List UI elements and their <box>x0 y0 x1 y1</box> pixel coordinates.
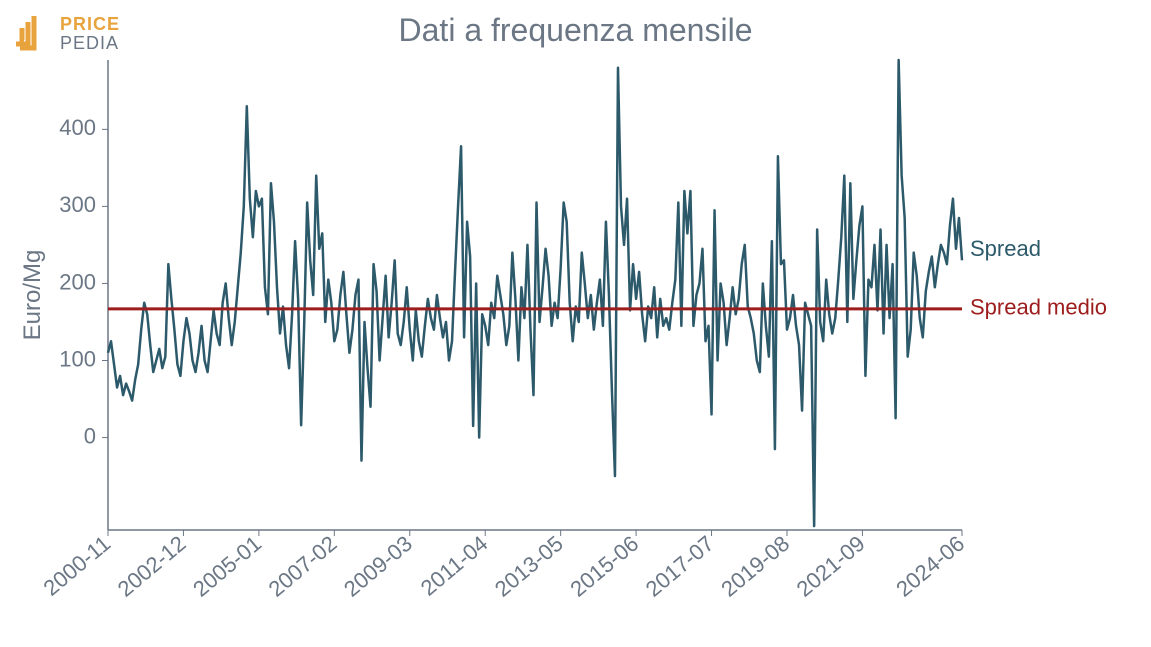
svg-text:2000-11: 2000-11 <box>39 531 116 601</box>
svg-text:2019-08: 2019-08 <box>716 531 794 602</box>
svg-text:2002-12: 2002-12 <box>113 531 191 602</box>
line-chart: 0 100 200 300 400 Euro/Mg 2000-112002-122005-0… <box>0 0 1151 647</box>
svg-text:300: 300 <box>59 192 96 217</box>
svg-text:2009-03: 2009-03 <box>339 531 417 602</box>
svg-text:2007-02: 2007-02 <box>264 531 342 602</box>
chart-container: PRICE PEDIA Dati a frequenza mensile 010… <box>0 0 1151 647</box>
svg-text:2015-06: 2015-06 <box>565 531 643 602</box>
svg-text:2021-09: 2021-09 <box>792 531 870 602</box>
svg-text:400: 400 <box>59 115 96 140</box>
svg-text:200: 200 <box>59 269 96 294</box>
svg-text:0: 0 <box>84 423 96 448</box>
svg-text:2011-04: 2011-04 <box>416 531 493 601</box>
svg-text:2017-07: 2017-07 <box>641 531 719 602</box>
svg-text:100: 100 <box>59 346 96 371</box>
svg-text:Euro/Mg: Euro/Mg <box>19 250 46 341</box>
svg-text:2013-05: 2013-05 <box>490 531 568 602</box>
svg-text:2005-01: 2005-01 <box>188 531 266 602</box>
svg-text:Spread: Spread <box>970 236 1041 261</box>
svg-text:2024-06: 2024-06 <box>891 531 969 602</box>
svg-text:Spread medio: Spread medio <box>970 295 1107 320</box>
